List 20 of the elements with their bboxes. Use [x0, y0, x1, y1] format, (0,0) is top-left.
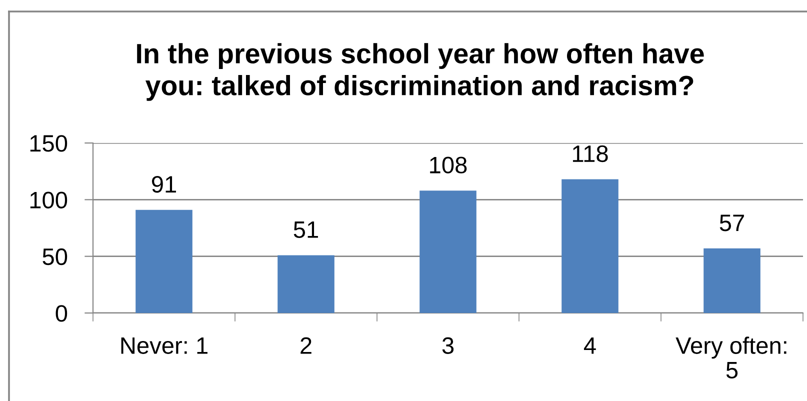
y-tick-label: 0 [56, 305, 68, 322]
bar [136, 210, 192, 313]
x-tick-label: 4 [584, 337, 596, 354]
data-label: 57 [720, 214, 744, 232]
y-tick-label: 50 [42, 248, 68, 266]
bar [562, 179, 618, 313]
chart-title: In the previous school year how often have you: talked of discrimination and racism? [137, 43, 704, 101]
y-tick-label: 100 [30, 192, 68, 208]
bar [704, 248, 760, 313]
data-label: 51 [294, 222, 318, 238]
bar [420, 190, 476, 313]
data-label: 91 [152, 176, 176, 193]
x-tick-label: Never: 1 [121, 337, 208, 354]
y-tick-label: 150 [30, 135, 68, 152]
bar [278, 255, 334, 313]
x-tick-label: Very often: 5 [676, 336, 786, 379]
x-tick-label: 3 [442, 337, 454, 354]
data-label: 118 [572, 145, 608, 162]
data-label: 108 [430, 156, 467, 174]
x-tick-label: 2 [300, 337, 312, 354]
